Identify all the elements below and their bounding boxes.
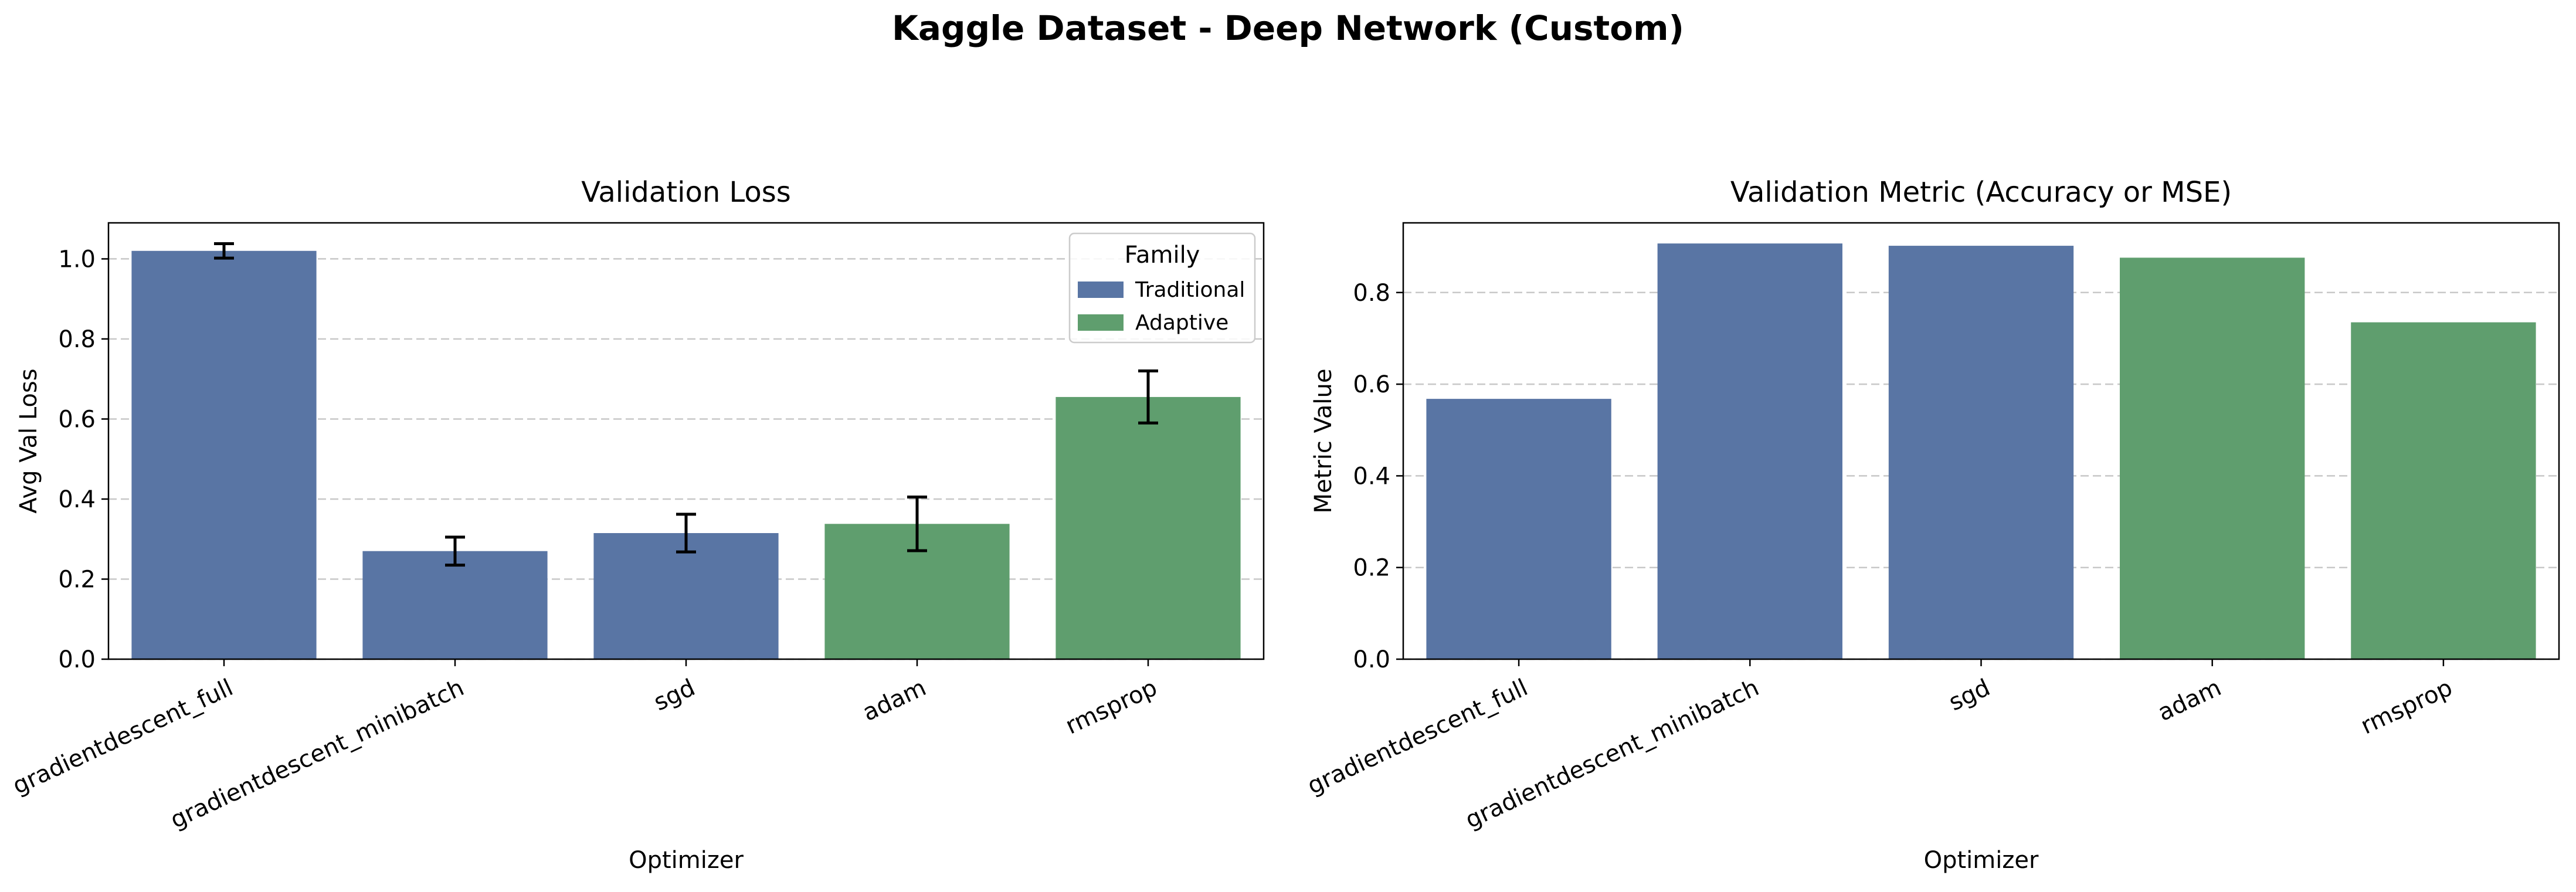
chart-panel-2: 0.00.20.40.60.8gradientdescent_fullgradi…	[1304, 176, 2560, 874]
y-tick-label: 0.2	[1353, 555, 1390, 582]
x-tick-label: adam	[2154, 674, 2225, 727]
y-tick-label: 0.4	[1353, 463, 1390, 490]
y-tick-label: 0.0	[58, 646, 96, 673]
bar-adam	[2120, 257, 2305, 659]
y-tick-label: 0.4	[58, 486, 96, 513]
x-axis-label: Optimizer	[629, 847, 744, 874]
bar-gradientdescent_full	[131, 250, 317, 660]
legend-swatch-adaptive	[1078, 314, 1124, 331]
x-tick-label: rmsprop	[1061, 674, 1161, 740]
bar-gradientdescent_minibatch	[1657, 243, 1842, 659]
legend-swatch-traditional	[1078, 281, 1124, 298]
bar-gradientdescent_full	[1426, 399, 1611, 659]
x-tick-label: gradientdescent_full	[9, 674, 237, 799]
legend: Family Traditional Adaptive	[1068, 232, 1256, 344]
chart-title: Validation Loss	[581, 176, 791, 209]
x-tick-label: sgd	[1945, 674, 1994, 716]
chart-panel-1: 0.00.20.40.60.81.0gradientdescent_fullgr…	[9, 176, 1265, 874]
y-axis-label: Avg Val Loss	[15, 368, 42, 513]
axes-frame	[1402, 222, 2560, 660]
bar-rmsprop	[1055, 396, 1241, 659]
y-tick-label: 0.6	[1353, 371, 1390, 398]
y-tick-label: 0.6	[58, 406, 96, 433]
x-tick-label: gradientdescent_full	[1304, 674, 1532, 799]
y-axis-label: Metric Value	[1310, 369, 1337, 514]
y-tick-label: 0.0	[1353, 646, 1390, 673]
legend-title: Family	[1125, 242, 1200, 269]
x-tick-label: adam	[858, 674, 930, 727]
x-tick-label: sgd	[650, 674, 699, 716]
x-axis-label: Optimizer	[1924, 847, 2039, 874]
y-tick-label: 0.8	[1353, 280, 1390, 307]
bar-rmsprop	[2351, 322, 2536, 659]
y-tick-label: 0.8	[58, 326, 96, 353]
figure-title: Kaggle Dataset - Deep Network (Custom)	[891, 8, 1685, 48]
bar-sgd	[1888, 246, 2074, 659]
bar-gradientdescent_minibatch	[362, 551, 548, 659]
y-tick-label: 1.0	[58, 246, 96, 273]
y-tick-label: 0.2	[58, 566, 96, 593]
chart-title: Validation Metric (Accuracy or MSE)	[1730, 176, 2232, 209]
legend-label-traditional: Traditional	[1135, 278, 1245, 302]
legend-label-adaptive: Adaptive	[1135, 311, 1228, 335]
bar-sgd	[593, 533, 779, 659]
axes-frame	[107, 222, 1265, 660]
x-tick-label: rmsprop	[2357, 674, 2456, 740]
